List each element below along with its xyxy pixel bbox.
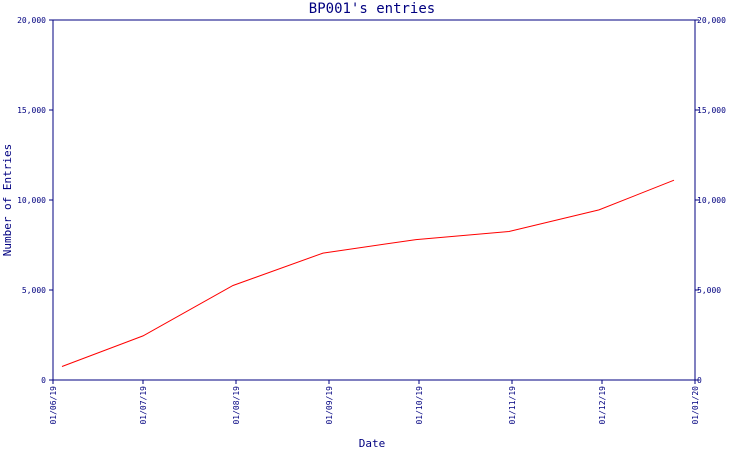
y-tick-label-right: 20,000 <box>697 16 726 25</box>
y-axis-title: Number of Entries <box>1 144 14 257</box>
x-tick-label: 01/08/19 <box>232 386 241 425</box>
y-tick-label-left: 10,000 <box>17 196 46 205</box>
y-tick-label-right: 15,000 <box>697 106 726 115</box>
chart-title: BP001's entries <box>309 1 435 17</box>
x-tick-label: 01/06/19 <box>49 386 58 425</box>
x-axis-title: Date <box>359 437 386 450</box>
x-tick-label: 01/10/19 <box>415 386 424 425</box>
series-layer <box>61 179 675 367</box>
x-axis-ticks: 01/06/19 01/07/19 01/08/19 01/09/19 01/10/19… <box>49 380 700 425</box>
y-tick-label-left: 15,000 <box>17 106 46 115</box>
y-tick-label-right: 5,000 <box>697 286 721 295</box>
x-tick-label: 01/09/19 <box>325 386 334 425</box>
x-tick-label: 01/12/19 <box>598 386 607 425</box>
y-tick-label-left: 5,000 <box>22 286 46 295</box>
series-line <box>61 179 675 367</box>
x-tick-label: 01/07/19 <box>139 386 148 425</box>
x-tick-label: 01/11/19 <box>508 386 517 425</box>
x-tick-label: 01/01/20 <box>691 386 700 425</box>
y-tick-label-right: 0 <box>697 376 702 385</box>
y-axis-ticks: 0 0 5,000 5,000 10,000 10,000 15,000 15,000 20,0… <box>17 16 726 385</box>
y-tick-label-left: 20,000 <box>17 16 46 25</box>
y-tick-label-right: 10,000 <box>697 196 726 205</box>
y-tick-label-left: 0 <box>41 376 46 385</box>
